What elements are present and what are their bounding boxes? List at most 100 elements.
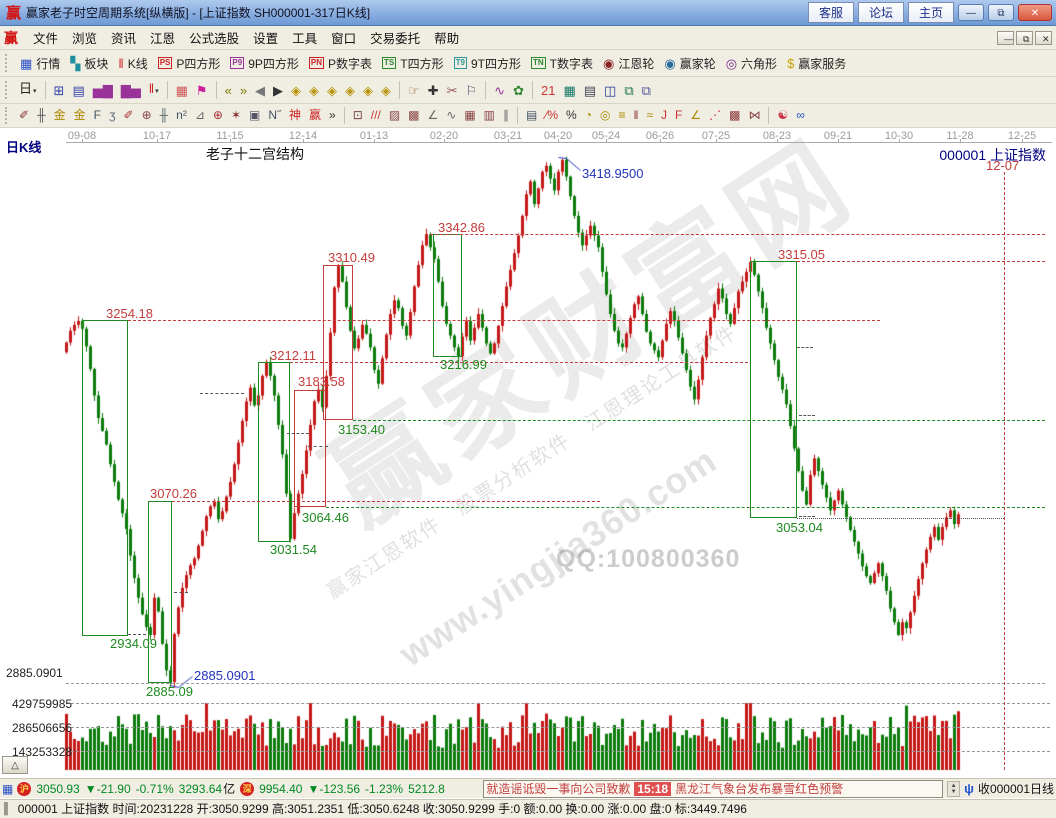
next-button[interactable]: ▶ xyxy=(269,82,287,99)
ticker-scroll-spinner[interactable]: ▲ ▼ xyxy=(947,780,961,797)
menu-item-window[interactable]: 窗口 xyxy=(331,32,357,46)
draw-knife-button[interactable]: ✐ xyxy=(15,107,33,124)
9p-square-button[interactable]: P9 9P四方形 xyxy=(225,53,303,74)
dense-pattern-button[interactable]: ▩ xyxy=(725,107,744,124)
gold-square-button[interactable]: 金 xyxy=(50,107,70,124)
news-headline-2[interactable]: 黑龙江气象台发布暴雪红色预警 xyxy=(675,782,844,796)
steps-button[interactable]: ⋰ xyxy=(705,107,725,124)
zoom-all-button[interactable]: ◈ xyxy=(359,82,377,99)
hexagon-button[interactable]: ◎ 六角形 xyxy=(721,53,782,74)
fit-screen-button[interactable]: ◈ xyxy=(377,82,395,99)
mark-flag-button[interactable]: ⚐ xyxy=(462,82,482,99)
gann-lines-button[interactable]: ╫ xyxy=(33,107,50,124)
grid-overlay-button[interactable]: ▦ xyxy=(172,82,192,99)
more-tools-button[interactable]: » xyxy=(325,107,340,124)
p-square-button[interactable]: PS P四方形 xyxy=(153,53,226,74)
memo-button[interactable]: ▤ xyxy=(580,82,600,99)
chart-type-9-button[interactable]: ▇▅ xyxy=(117,82,145,99)
n-square-button[interactable]: n² xyxy=(172,107,191,124)
forum-button[interactable]: 论坛 xyxy=(857,2,904,23)
candle-knife-button[interactable]: ‖ xyxy=(629,107,642,124)
gann-wheel-button[interactable]: ◉ 江恩轮 xyxy=(598,53,659,74)
9t-square-button[interactable]: T9 9T四方形 xyxy=(449,53,526,74)
menu-item-browse[interactable]: 浏览 xyxy=(72,32,98,46)
n-wave-button[interactable]: N˝ xyxy=(264,107,285,124)
calculator-button[interactable]: ▦ xyxy=(559,82,579,99)
j-angle-button[interactable]: J xyxy=(657,107,671,124)
child-close-button[interactable]: ✕ xyxy=(1035,30,1052,45)
menu-item-tools[interactable]: 工具 xyxy=(292,32,318,46)
erase-tool-button[interactable]: ✂ xyxy=(443,82,462,99)
scroll-left-button[interactable]: △ xyxy=(2,756,28,774)
child-minimize-button[interactable]: — xyxy=(997,30,1014,45)
menu-item-settings[interactable]: 设置 xyxy=(253,32,279,46)
news-ticker[interactable]: 就造谣诋毁一事向公司致歉 15:18 黑龙江气象台发布暴雪红色预警 xyxy=(483,779,944,798)
save-button[interactable]: ◫ xyxy=(600,82,620,99)
candlestick-canvas[interactable] xyxy=(0,128,1056,778)
color-flag-button[interactable]: ⚑ xyxy=(192,82,212,99)
winner-wheel-button[interactable]: ◉ 赢家轮 xyxy=(659,53,720,74)
last-page-button[interactable]: » xyxy=(236,82,251,99)
ying-tool-button[interactable]: 赢 xyxy=(305,107,325,124)
t-square-button[interactable]: TS T四方形 xyxy=(377,53,449,74)
homepage-button[interactable]: 主页 xyxy=(907,2,954,23)
yinyang-button[interactable]: ☯ xyxy=(773,107,792,124)
menu-item-gann[interactable]: 江恩 xyxy=(150,32,176,46)
chart-type-3-button[interactable]: ▅▇ xyxy=(89,82,117,99)
knife-2-button[interactable]: ✐ xyxy=(120,107,138,124)
calendar-button[interactable]: 21 xyxy=(537,82,559,99)
customer-service-button[interactable]: 客服 xyxy=(807,2,854,23)
period-day-button[interactable]: 日▾ xyxy=(15,80,41,100)
square-spiral-button[interactable]: ▣ xyxy=(245,107,264,124)
chart-area[interactable]: 日K线 老子十二宫结构 000001 上证指数 09-08 10-17 11-15 1… xyxy=(0,128,1056,778)
news-headline-1[interactable]: 就造谣诋毁一事向公司致歉 xyxy=(486,782,631,796)
child-restore-button[interactable]: ⧉ xyxy=(1016,30,1033,45)
stats-table-button[interactable]: ▤ xyxy=(522,107,541,124)
minimize-button[interactable]: — xyxy=(958,4,984,21)
hatch-box-button[interactable]: ▨ xyxy=(385,107,404,124)
p-number-table-button[interactable]: PN P数字表 xyxy=(304,53,377,74)
degree-circle-button[interactable]: ⊕ xyxy=(138,107,156,124)
wave-gold-button[interactable]: ≈ xyxy=(642,107,657,124)
gold-angle-button[interactable]: ∠ xyxy=(686,107,705,124)
cross-pattern-button[interactable]: ⋈ xyxy=(744,107,764,124)
winner-service-button[interactable]: $ 赢家服务 xyxy=(782,53,851,74)
menu-item-trade[interactable]: 交易委托 xyxy=(370,32,421,46)
coil-tool-button[interactable]: ✿ xyxy=(509,82,528,99)
zigzag-button[interactable]: ∿ xyxy=(442,107,460,124)
send-button[interactable]: ⧉ xyxy=(638,82,655,99)
restore-button[interactable]: ⧉ xyxy=(988,4,1014,21)
menu-item-file[interactable]: 文件 xyxy=(33,32,59,46)
f-angle-button[interactable]: F xyxy=(671,107,686,124)
spiral-button[interactable]: ʒ xyxy=(105,107,120,124)
gold-circle-button[interactable]: ◎ xyxy=(596,107,614,124)
gold-levels-button[interactable]: ≡ xyxy=(614,107,629,124)
infinity-button[interactable]: ∞ xyxy=(792,107,809,124)
quotes-button[interactable]: ▦ 行情 xyxy=(15,53,65,74)
close-button[interactable]: ✕ xyxy=(1018,4,1052,21)
gold-square-alt-button[interactable]: 金 xyxy=(70,107,90,124)
grid-alt-button[interactable]: ▥ xyxy=(480,107,499,124)
shen-tool-button[interactable]: 神 xyxy=(285,107,305,124)
menu-item-news[interactable]: 资讯 xyxy=(111,32,137,46)
arc-percent-button[interactable]: ◔ xyxy=(581,107,596,124)
export-button[interactable]: ⧉ xyxy=(620,82,637,99)
star-tool-button[interactable]: ✶ xyxy=(227,107,245,124)
compress-both-button[interactable]: ◈ xyxy=(341,82,359,99)
menu-item-formula-stock-pick[interactable]: 公式选股 xyxy=(189,32,240,46)
box-select-button[interactable]: ⊡ xyxy=(349,107,367,124)
expand-x-button[interactable]: ◈ xyxy=(305,82,323,99)
hand-tool-button[interactable]: ☞ xyxy=(404,82,424,99)
kline-button[interactable]: ‖ K线 xyxy=(113,53,152,74)
expand-both-button[interactable]: ◈ xyxy=(323,82,341,99)
parallel-lines-button[interactable]: ∥ xyxy=(499,107,513,124)
candle-style-button[interactable]: ‖▾ xyxy=(145,80,163,100)
ray-fan-button[interactable]: /// xyxy=(367,107,385,124)
grid-red-button[interactable]: ▦ xyxy=(460,107,479,124)
wave-tool-button[interactable]: ∿ xyxy=(490,82,509,99)
f-lines-button[interactable]: F xyxy=(90,107,105,124)
info-panel-button[interactable]: ▤ xyxy=(68,82,88,99)
angle-line-button[interactable]: ∠ xyxy=(424,107,443,124)
shrink-x-button[interactable]: ◈ xyxy=(287,82,305,99)
pattern-window-button[interactable]: ⊞ xyxy=(50,82,69,99)
